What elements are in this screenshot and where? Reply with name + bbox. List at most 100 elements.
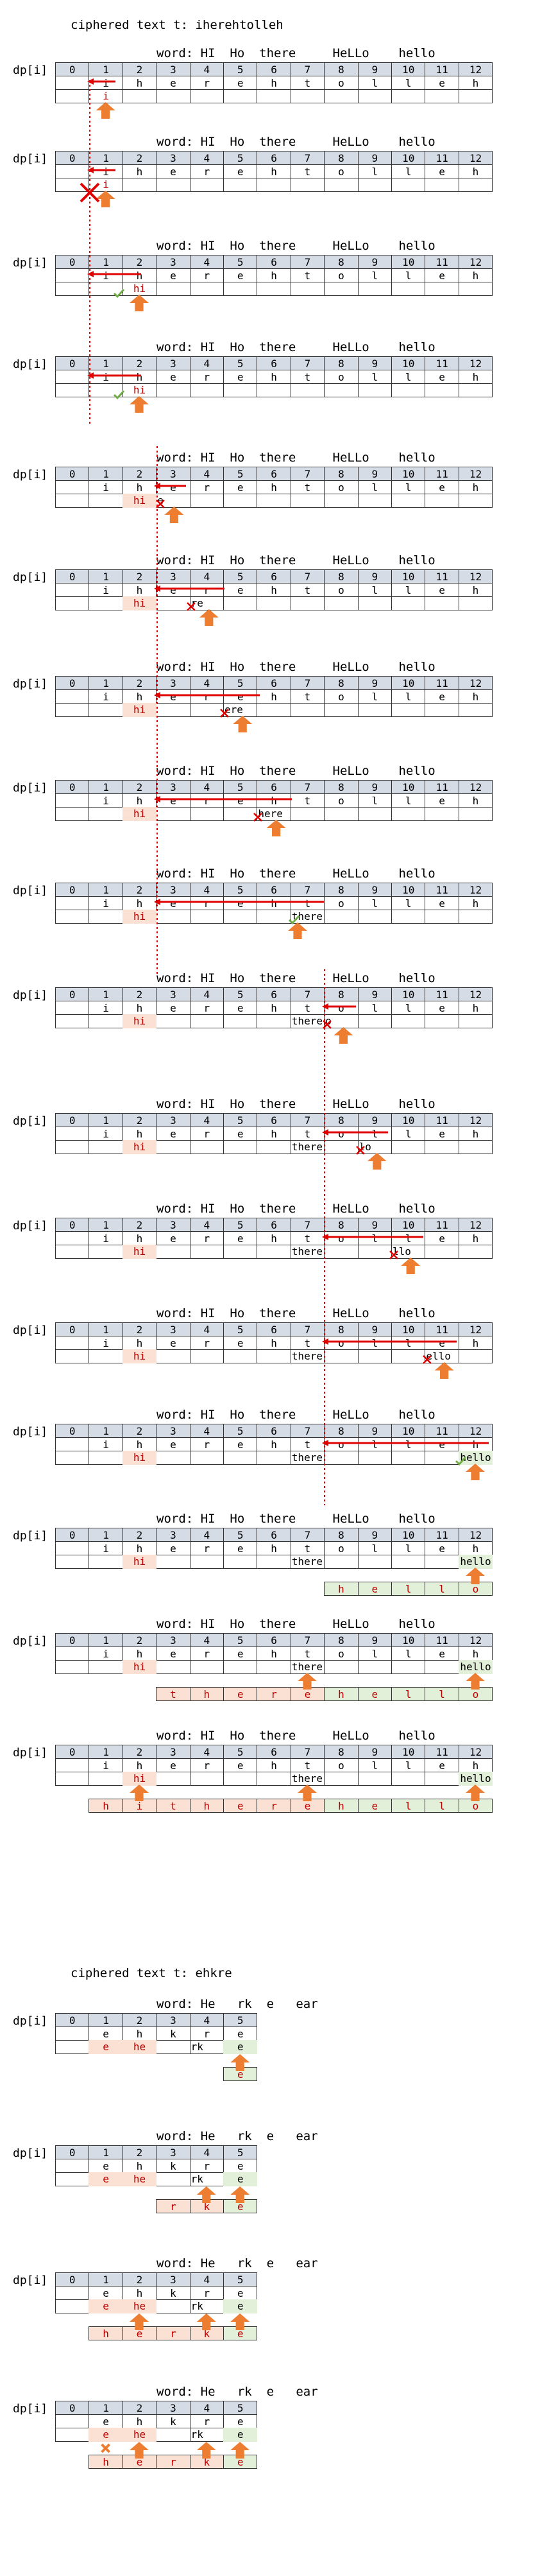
- dp-row-label: dp[i]: [13, 64, 48, 77]
- index-cell: 12: [458, 676, 493, 690]
- dp-value-label: hi: [122, 1772, 157, 1786]
- dp-value-label: he: [122, 2040, 157, 2054]
- dp-row-label: dp[i]: [13, 1425, 48, 1439]
- orange-up-arrow-icon: [130, 1785, 149, 1801]
- dp-cell: [458, 703, 493, 717]
- orange-up-arrow-icon: [130, 295, 149, 311]
- dp-value-label: e: [223, 2172, 258, 2186]
- index-cell: 11: [425, 1218, 459, 1232]
- word-list: word: HI Ho there HeLLo hello: [156, 1306, 435, 1320]
- word-list: word: HI Ho there HeLLo hello: [156, 46, 435, 60]
- dp-row-label: dp[i]: [13, 468, 48, 481]
- dp-value-label: hello: [458, 1660, 493, 1674]
- orange-up-arrow-icon: [401, 1258, 421, 1274]
- dp-value-label: there: [291, 1350, 323, 1362]
- index-cell: 10: [391, 151, 426, 165]
- dp-value-label: there: [291, 1772, 323, 1785]
- orange-up-arrow-icon: [266, 820, 286, 836]
- word-list: word: HI Ho there HeLLo hello: [156, 867, 435, 881]
- dp-value-label: e: [223, 2299, 258, 2313]
- word-list: word: HI Ho there HeLLo hello: [156, 135, 435, 149]
- dp-value-label: e: [157, 494, 164, 506]
- orange-up-arrow-icon: [230, 2442, 250, 2459]
- dp-value-label: i: [103, 178, 109, 191]
- dp-cell: [458, 910, 493, 924]
- word-list: word: He rk e ear: [156, 2256, 318, 2270]
- output-letter-cell: h: [324, 1582, 359, 1596]
- dp-row-label: dp[i]: [13, 2014, 48, 2028]
- dp-value-label: rk: [190, 2041, 203, 2053]
- dp-row-label: dp[i]: [13, 989, 48, 1002]
- red-x-icon: [253, 813, 262, 822]
- dp-value-label: hi: [133, 384, 146, 396]
- word-list: word: HI Ho there HeLLo hello: [156, 660, 435, 674]
- output-letter-cell: h: [89, 2455, 123, 2469]
- dp-row-label: dp[i]: [13, 2147, 48, 2160]
- orange-up-arrow-icon: [96, 102, 115, 119]
- dp-cell: [458, 1140, 493, 1154]
- dp-cell: [458, 807, 493, 821]
- green-check-icon: [455, 1456, 467, 1466]
- dp-cell: [458, 1245, 493, 1259]
- red-arrow-left-icon: [322, 1129, 328, 1136]
- red-x-icon: [156, 499, 165, 508]
- dp-cell: [458, 596, 493, 610]
- dp-cell: [458, 494, 493, 508]
- index-cell: 12: [458, 1218, 493, 1232]
- word-list: word: HI Ho there HeLLo hello: [156, 1729, 435, 1743]
- ex1-ciphered-label: ciphered text t: iherehtolleh: [71, 18, 283, 32]
- output-letter-cell: r: [257, 1687, 291, 1701]
- dp-value-label: ello: [426, 1350, 451, 1362]
- index-cell: 12: [458, 987, 493, 1001]
- orange-up-arrow-icon: [196, 2313, 216, 2330]
- word-list: word: HI Ho there HeLLo hello: [156, 451, 435, 465]
- dp-value-label: rk: [190, 2300, 203, 2312]
- index-cell: 11: [425, 780, 459, 794]
- dp-value-label: there: [291, 1661, 323, 1673]
- orange-up-arrow-icon: [367, 1153, 387, 1170]
- dp-value-label: there: [291, 1451, 323, 1464]
- dp-row-label: dp[i]: [13, 1114, 48, 1128]
- red-x-icon: [423, 1355, 432, 1364]
- dp-value-label: e: [89, 2299, 123, 2313]
- word-list: word: He rk e ear: [156, 1997, 318, 2011]
- dp-value-label: hi: [122, 1014, 157, 1028]
- green-check-icon: [113, 390, 125, 400]
- word-list: word: HI Ho there HeLLo hello: [156, 1512, 435, 1526]
- dp-value-label: hi: [122, 494, 157, 508]
- index-cell: 10: [391, 987, 426, 1001]
- output-letter-cell: h: [189, 1687, 224, 1701]
- orange-up-arrow-icon: [298, 1673, 317, 1690]
- output-letter-cell: e: [223, 1799, 258, 1813]
- red-x-icon: [323, 1020, 332, 1029]
- dp-row-label: dp[i]: [13, 1219, 48, 1232]
- word-list: word: He rk e ear: [156, 2385, 318, 2399]
- index-cell: 10: [391, 780, 426, 794]
- dp-value-label: hi: [122, 1451, 157, 1465]
- dp-value-label: e: [89, 2428, 123, 2442]
- dp-row-label: dp[i]: [13, 677, 48, 691]
- red-x-icon: [220, 709, 229, 718]
- word-list: word: HI Ho there HeLLo hello: [156, 1617, 435, 1631]
- dp-value-label: o: [325, 1015, 332, 1027]
- output-letter-cell: h: [324, 1687, 359, 1701]
- orange-up-arrow-icon: [288, 922, 307, 939]
- index-cell: 11: [425, 1424, 459, 1438]
- word-list: word: HI Ho there HeLLo hello: [156, 1097, 435, 1111]
- dp-value-label: hello: [458, 1555, 493, 1569]
- dp-row-label: dp[i]: [13, 256, 48, 270]
- dp-value-label: he: [122, 2428, 157, 2442]
- red-x-icon: [389, 1250, 398, 1259]
- dp-value-label: e: [223, 2428, 258, 2442]
- dp-cell: [458, 282, 493, 296]
- dp-row-label: dp[i]: [13, 884, 48, 897]
- index-cell: 12: [458, 151, 493, 165]
- ex2-ciphered-label: ciphered text t: ehkre: [71, 1966, 232, 1980]
- red-x-icon: [187, 602, 196, 611]
- dp-value-label: hello: [458, 1451, 493, 1465]
- orange-up-arrow-icon: [233, 716, 253, 732]
- dp-cell: [458, 383, 493, 397]
- red-arrow-left-icon: [87, 372, 94, 379]
- output-letter-cell: r: [156, 2199, 190, 2213]
